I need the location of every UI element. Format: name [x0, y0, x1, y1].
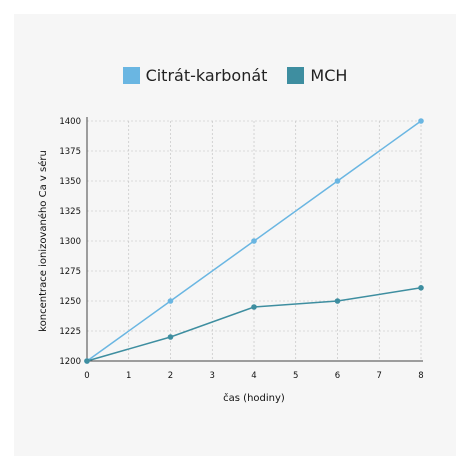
- data-point: [167, 334, 174, 340]
- y-tick-label: 1325: [59, 207, 81, 217]
- x-tick-label: 0: [84, 371, 89, 381]
- data-point: [84, 358, 90, 364]
- data-point: [418, 118, 424, 124]
- legend-label-mch: MCH: [310, 66, 348, 85]
- y-tick-label: 1275: [59, 267, 81, 277]
- series-1: [84, 285, 424, 364]
- data-point: [251, 238, 257, 244]
- chart-card: [14, 14, 456, 456]
- y-tick-label: 1225: [59, 327, 81, 337]
- y-tick-label: 1250: [59, 297, 81, 307]
- legend-swatch-citrat: [122, 67, 140, 84]
- y-tick-label: 1200: [59, 357, 81, 367]
- x-tick-label: 1: [126, 371, 131, 381]
- y-tick-labels: 1200 1225 1250 1275 1300 1325 1350 1375 1400: [59, 117, 81, 367]
- y-tick-label: 1350: [59, 177, 81, 187]
- x-tick-label: 8: [418, 371, 423, 381]
- y-tick-label: 1375: [59, 147, 81, 157]
- data-point: [334, 298, 341, 304]
- x-tick-label: 2: [168, 371, 173, 381]
- axes: [86, 117, 423, 362]
- x-axis-title: čas (hodiny): [223, 392, 285, 404]
- legend-label-citrat: Citrát-karbonát: [145, 66, 268, 85]
- x-tick-label: 3: [210, 371, 215, 381]
- x-tick-label: 6: [335, 371, 340, 381]
- data-point: [251, 304, 257, 310]
- data-point: [418, 285, 424, 291]
- x-tick-label: 4: [251, 371, 256, 381]
- data-point: [334, 178, 341, 184]
- legend: Citrát-karbonát MCH: [0, 66, 470, 85]
- y-tick-label: 1400: [59, 117, 81, 127]
- y-tick-label: 1300: [59, 237, 81, 247]
- legend-item-mch: MCH: [287, 66, 347, 85]
- x-tick-label: 5: [293, 371, 298, 381]
- x-tick-labels: 0 1 2 3 4 5 6 7 8: [84, 371, 423, 381]
- legend-item-citrat: Citrát-karbonát: [122, 66, 268, 85]
- legend-swatch-mch: [287, 67, 305, 84]
- series-lines: [84, 118, 424, 364]
- data-point: [167, 298, 174, 304]
- y-axis-title: koncentrace ionizovaného Ca v séru: [37, 150, 49, 332]
- x-tick-label: 7: [377, 371, 382, 381]
